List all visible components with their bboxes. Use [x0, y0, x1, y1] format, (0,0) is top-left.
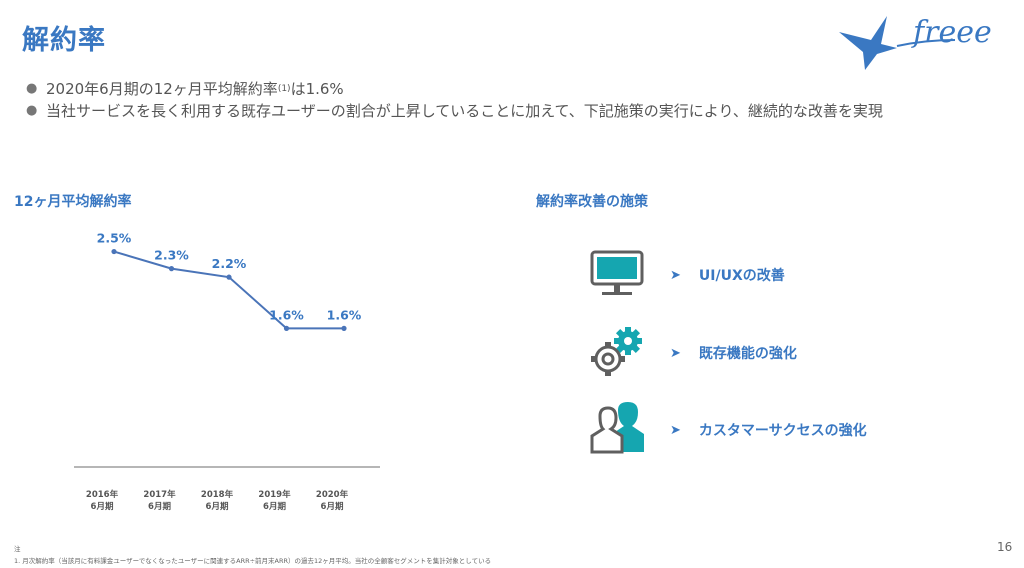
measure-item-features: ➤ 既存機能の強化 [670, 343, 797, 363]
x-tick-label: 6月期 [263, 501, 286, 512]
people-icon [590, 402, 644, 454]
arrow-icon: ➤ [670, 422, 681, 438]
x-tick-label: 6月期 [148, 501, 171, 512]
monitor-icon [590, 250, 644, 295]
data-label: 2.5% [97, 231, 132, 246]
slide-title: 解約率 [22, 25, 106, 56]
gears-icon [591, 327, 642, 376]
measure-label: カスタマーサクセスの強化 [698, 423, 867, 439]
data-label: 1.6% [269, 307, 304, 322]
bird-icon [839, 16, 897, 70]
x-tick-label: 6月期 [206, 501, 229, 512]
svg-text:freee: freee [911, 15, 992, 50]
x-tick-label: 2020年 [316, 489, 349, 500]
bullet-text: 当社サービスを長く利用する既存ユーザーの割合が上昇していることに加えて、下記施策… [46, 102, 883, 120]
bullet-text: 2020年6月期の12ヶ月平均解約率 [46, 80, 278, 98]
page-number: 16 [997, 540, 1013, 554]
measure-item-customer-success: ➤ カスタマーサクセスの強化 [670, 420, 867, 440]
measure-item-uiux: ➤ UI/UXの改善 [670, 265, 785, 285]
data-label: 2.2% [212, 256, 247, 271]
x-tick-label: 2019年 [258, 489, 291, 500]
x-tick-label: 6月期 [91, 501, 114, 512]
freee-logo: freee [839, 15, 992, 70]
data-point [341, 325, 347, 331]
footnote-text: 1. 月次解約率（当該月に有料課金ユーザーでなくなったユーザーに関連するARR÷… [14, 557, 492, 565]
data-point [168, 266, 175, 272]
data-label: 2.3% [154, 248, 189, 263]
data-point [226, 274, 232, 280]
x-tick-label: 2016年 [86, 489, 119, 500]
bullet-dot: ● [26, 81, 38, 96]
bullet-item: ● 当社サービスを長く利用する既存ユーザーの割合が上昇していることに加えて、下記… [26, 100, 883, 122]
bullet-dot: ● [26, 103, 38, 118]
x-tick-label: 2017年 [143, 489, 176, 500]
chart-heading: 12ヶ月平均解約率 [14, 194, 132, 210]
measures-heading: 解約率改善の施策 [536, 194, 648, 210]
bullet-list: ● 2020年6月期の12ヶ月平均解約率 (1) は1.6% ● 当社サービスを長く… [26, 78, 883, 122]
footnote-label: 注 [14, 545, 21, 553]
measure-label: 既存機能の強化 [698, 346, 797, 362]
footnote-ref: (1) [277, 84, 291, 94]
measure-label: UI/UXの改善 [698, 268, 785, 284]
data-point [111, 248, 117, 255]
x-tick-label: 6月期 [321, 501, 344, 512]
arrow-icon: ➤ [670, 345, 681, 361]
x-tick-label: 2018年 [201, 489, 234, 500]
bullet-item: ● 2020年6月期の12ヶ月平均解約率 (1) は1.6% [26, 78, 883, 100]
arrow-icon: ➤ [670, 267, 681, 283]
data-point [283, 325, 290, 331]
churn-line-chart: 2.5%2016年6月期2.3%2017年6月期2.2%2018年6月期1.6%… [74, 231, 380, 512]
bullet-tail: は1.6% [290, 80, 344, 98]
data-label: 1.6% [327, 307, 362, 322]
